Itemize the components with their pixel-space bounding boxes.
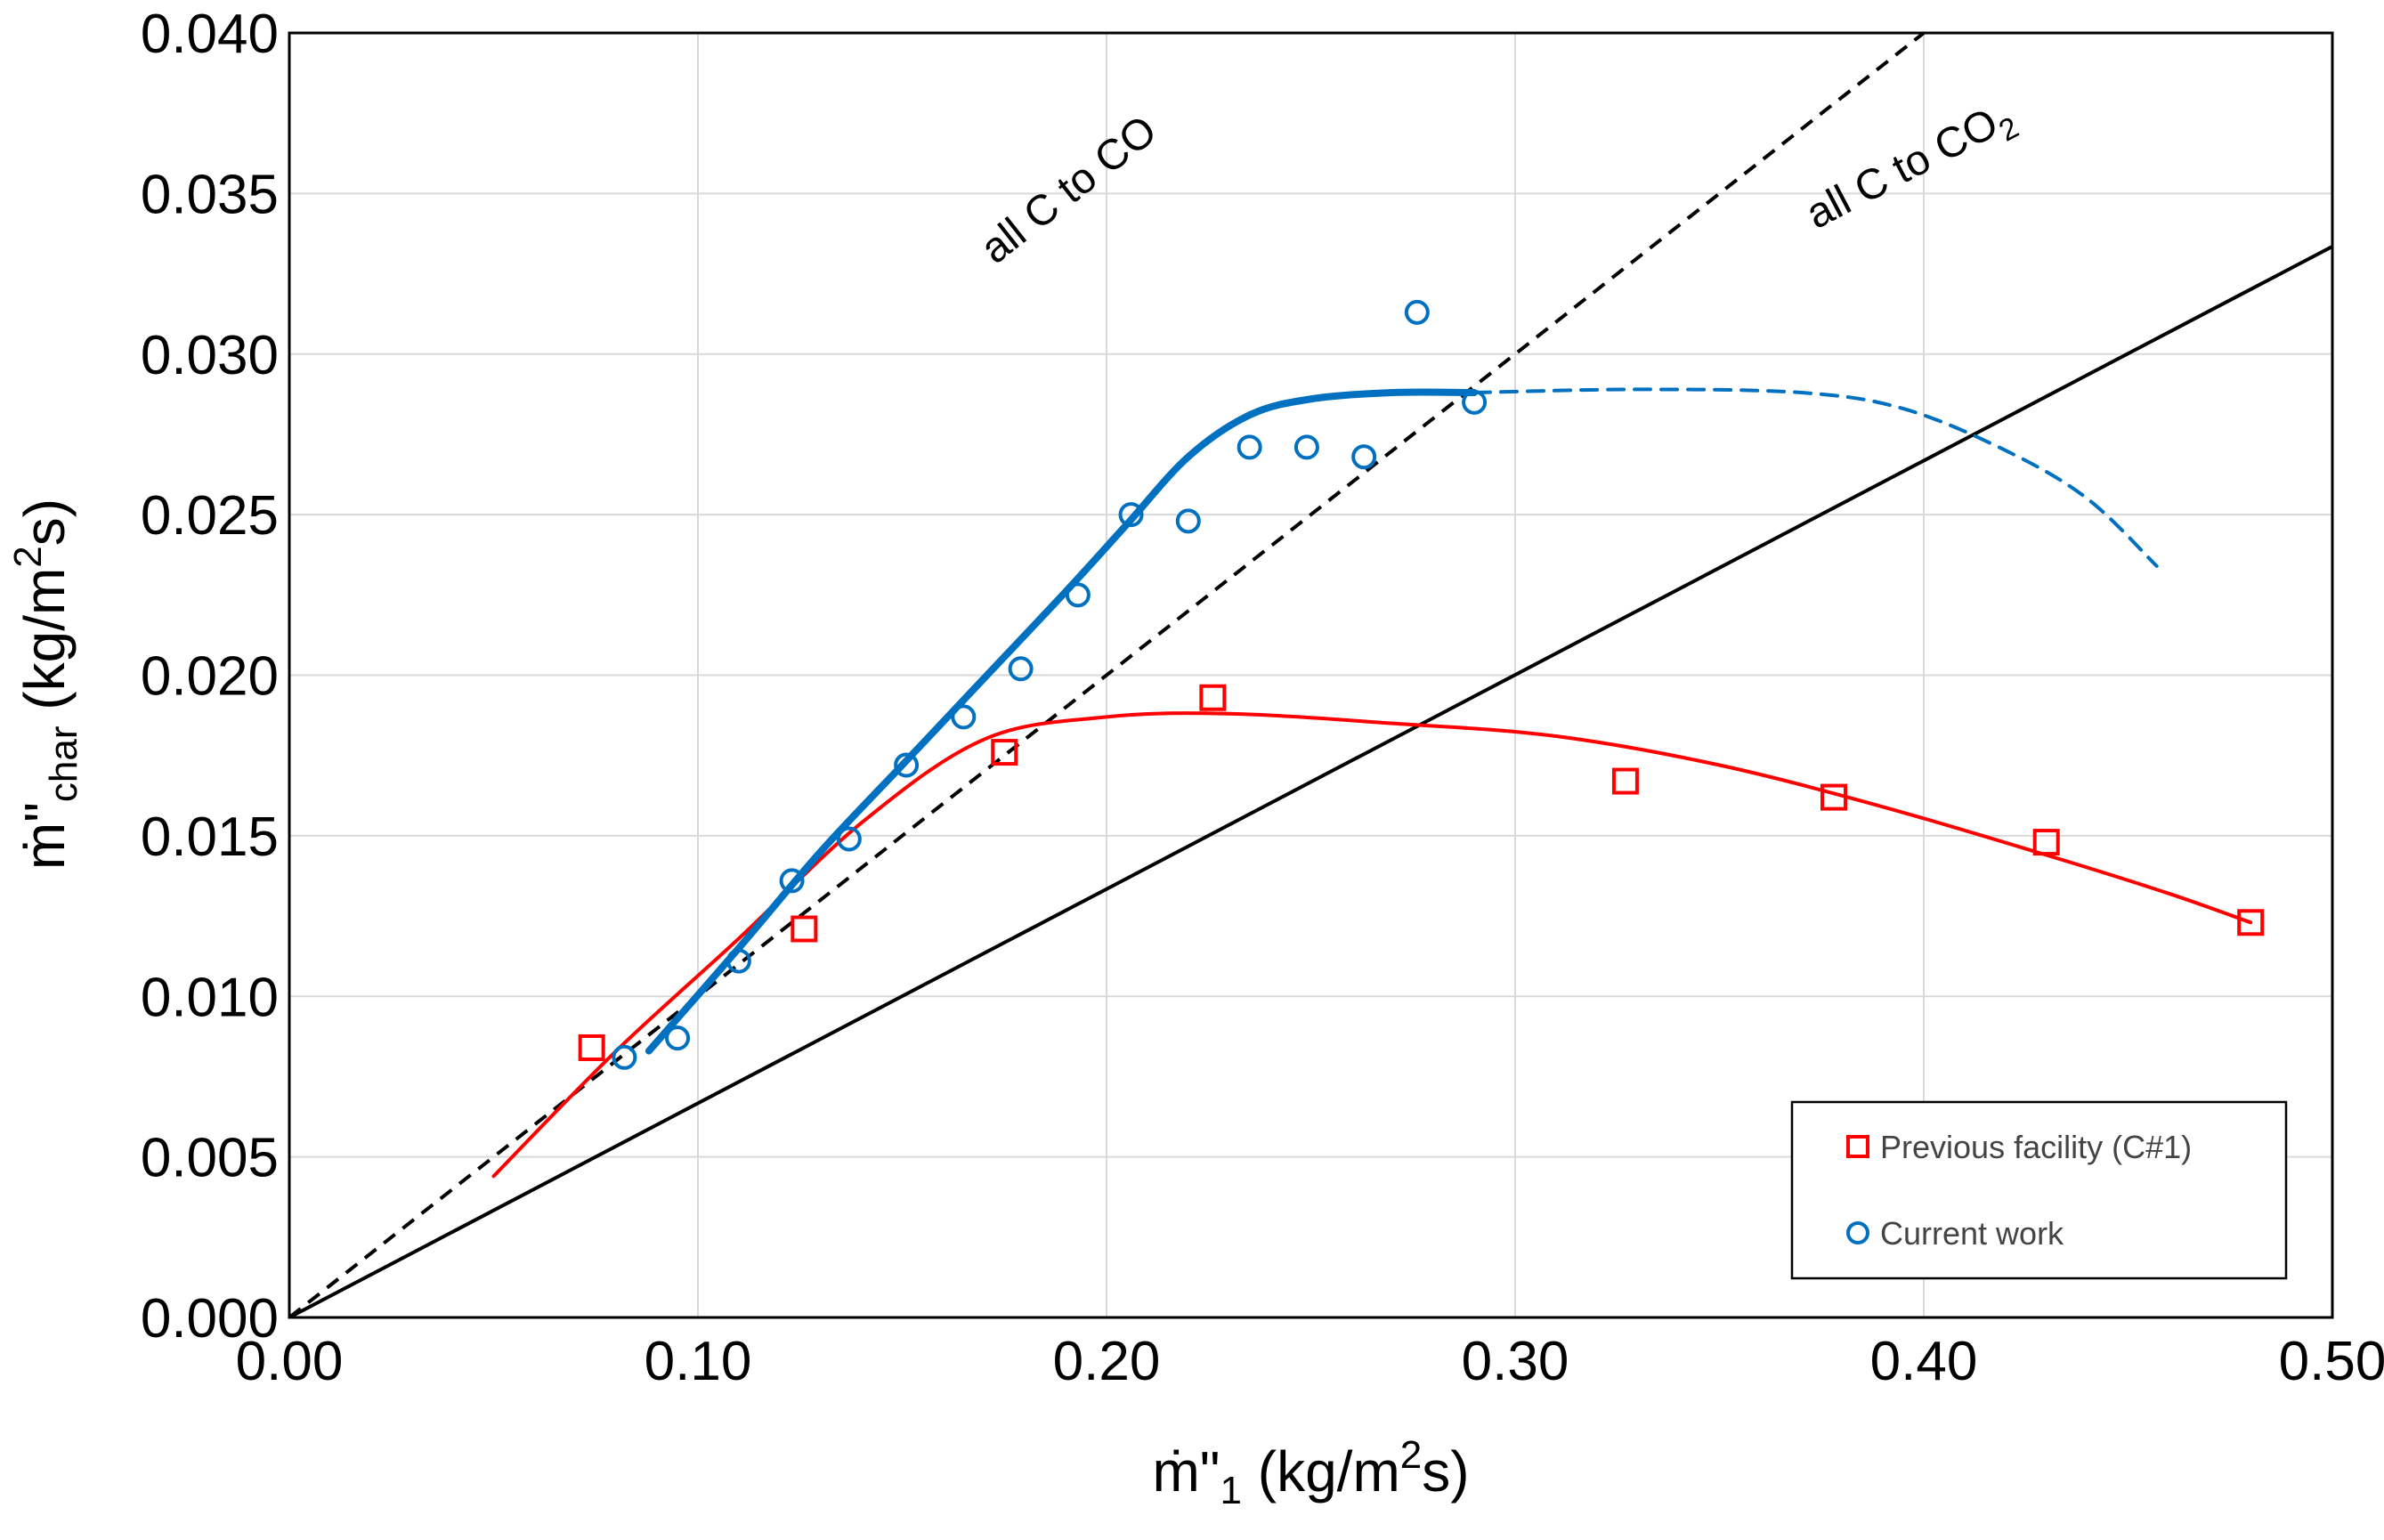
x-axis-ticks: 0.00 0.10 0.20 0.30 0.40 0.50 bbox=[236, 1331, 2384, 1392]
y-tick-label: 0.020 bbox=[141, 646, 279, 708]
x-tick-label: 0.00 bbox=[236, 1331, 344, 1392]
data-point-square bbox=[1820, 783, 1848, 811]
trend-curve-previous-facility-trend bbox=[491, 711, 2253, 1179]
data-point-square bbox=[991, 739, 1018, 766]
y-tick-label: 0.005 bbox=[141, 1128, 279, 1189]
x-axis-title-units-end: s) bbox=[1422, 1439, 1469, 1504]
y-axis-title-units: (kg/m bbox=[12, 568, 77, 726]
trend-curve-current-work-extrapolation bbox=[1472, 387, 2159, 568]
data-point-circle bbox=[1404, 299, 1430, 325]
y-tick-label: 0.025 bbox=[141, 485, 279, 547]
legend-box bbox=[1790, 1100, 2288, 1280]
x-tick-label: 0.20 bbox=[1053, 1331, 1161, 1392]
y-tick-label: 0.040 bbox=[141, 4, 279, 65]
data-markers bbox=[578, 299, 2265, 1070]
y-axis-title-main: ṁ" bbox=[12, 802, 77, 870]
plot-frame bbox=[288, 31, 2334, 1319]
x-axis-title: ṁ"1 (kg/m2s) bbox=[1152, 1433, 1469, 1512]
trend-curve-current-work-trend bbox=[645, 388, 1479, 1055]
y-tick-label: 0.015 bbox=[141, 806, 279, 868]
data-point-square bbox=[2237, 909, 2265, 936]
data-point-circle bbox=[1293, 434, 1319, 460]
y-axis-title: ṁ"char (kg/m2s) bbox=[6, 498, 85, 870]
data-point-square bbox=[1199, 684, 1227, 711]
x-axis-title-units: (kg/m bbox=[1242, 1439, 1400, 1504]
data-point-circle bbox=[1065, 582, 1091, 608]
y-axis-title-superscript: 2 bbox=[6, 546, 50, 567]
x-axis-title-superscript: 2 bbox=[1400, 1433, 1422, 1477]
x-axis-title-subscript: 1 bbox=[1220, 1469, 1241, 1512]
y-tick-label: 0.000 bbox=[141, 1288, 279, 1350]
data-point-circle bbox=[1351, 444, 1377, 470]
data-point-circle bbox=[779, 868, 805, 894]
data-point-circle bbox=[1237, 434, 1262, 460]
reference-line-all-c-to-co2 bbox=[289, 245, 2332, 1317]
y-axis-title-subscript: char bbox=[42, 725, 85, 802]
y-axis-title-units-end: s) bbox=[12, 498, 77, 546]
legend: Previous facility (C#1) Current work bbox=[1790, 1100, 2288, 1280]
y-axis-ticks: 0.000 0.005 0.010 0.015 0.020 0.025 0.030 0.035… bbox=[141, 4, 279, 1350]
data-point-circle bbox=[1462, 389, 1488, 415]
data-point-circle bbox=[836, 826, 862, 852]
x-axis-title-main: ṁ" bbox=[1152, 1439, 1220, 1504]
x-tick-label: 0.30 bbox=[1462, 1331, 1569, 1392]
trend-curves bbox=[491, 387, 2253, 1179]
legend-label-current-work: Current work bbox=[1880, 1215, 2064, 1252]
data-point-circle bbox=[1008, 656, 1034, 682]
legend-marker-current-work bbox=[1846, 1221, 1869, 1244]
legend-marker-previous-facility bbox=[1846, 1135, 1869, 1158]
data-point-square bbox=[1611, 767, 1639, 795]
x-tick-label: 0.50 bbox=[2279, 1331, 2384, 1392]
data-point-square bbox=[2032, 829, 2060, 856]
x-tick-label: 0.10 bbox=[645, 1331, 752, 1392]
data-point-circle bbox=[894, 752, 920, 778]
data-point-circle bbox=[1118, 502, 1144, 528]
data-point-circle bbox=[1175, 508, 1201, 534]
data-point-circle bbox=[612, 1044, 637, 1070]
series-current-work bbox=[612, 299, 1488, 1070]
y-tick-label: 0.035 bbox=[141, 164, 279, 225]
data-point-square bbox=[578, 1033, 605, 1061]
legend-label-previous-facility: Previous facility (C#1) bbox=[1880, 1129, 2192, 1165]
data-point-circle bbox=[726, 948, 751, 974]
series-previous-facility-c-1 bbox=[578, 684, 2265, 1061]
x-tick-label: 0.40 bbox=[1870, 1331, 1978, 1392]
y-tick-label: 0.010 bbox=[141, 967, 279, 1028]
y-tick-label: 0.030 bbox=[141, 325, 279, 386]
data-point-square bbox=[791, 915, 818, 943]
data-point-circle bbox=[951, 704, 977, 730]
data-point-circle bbox=[665, 1025, 691, 1051]
